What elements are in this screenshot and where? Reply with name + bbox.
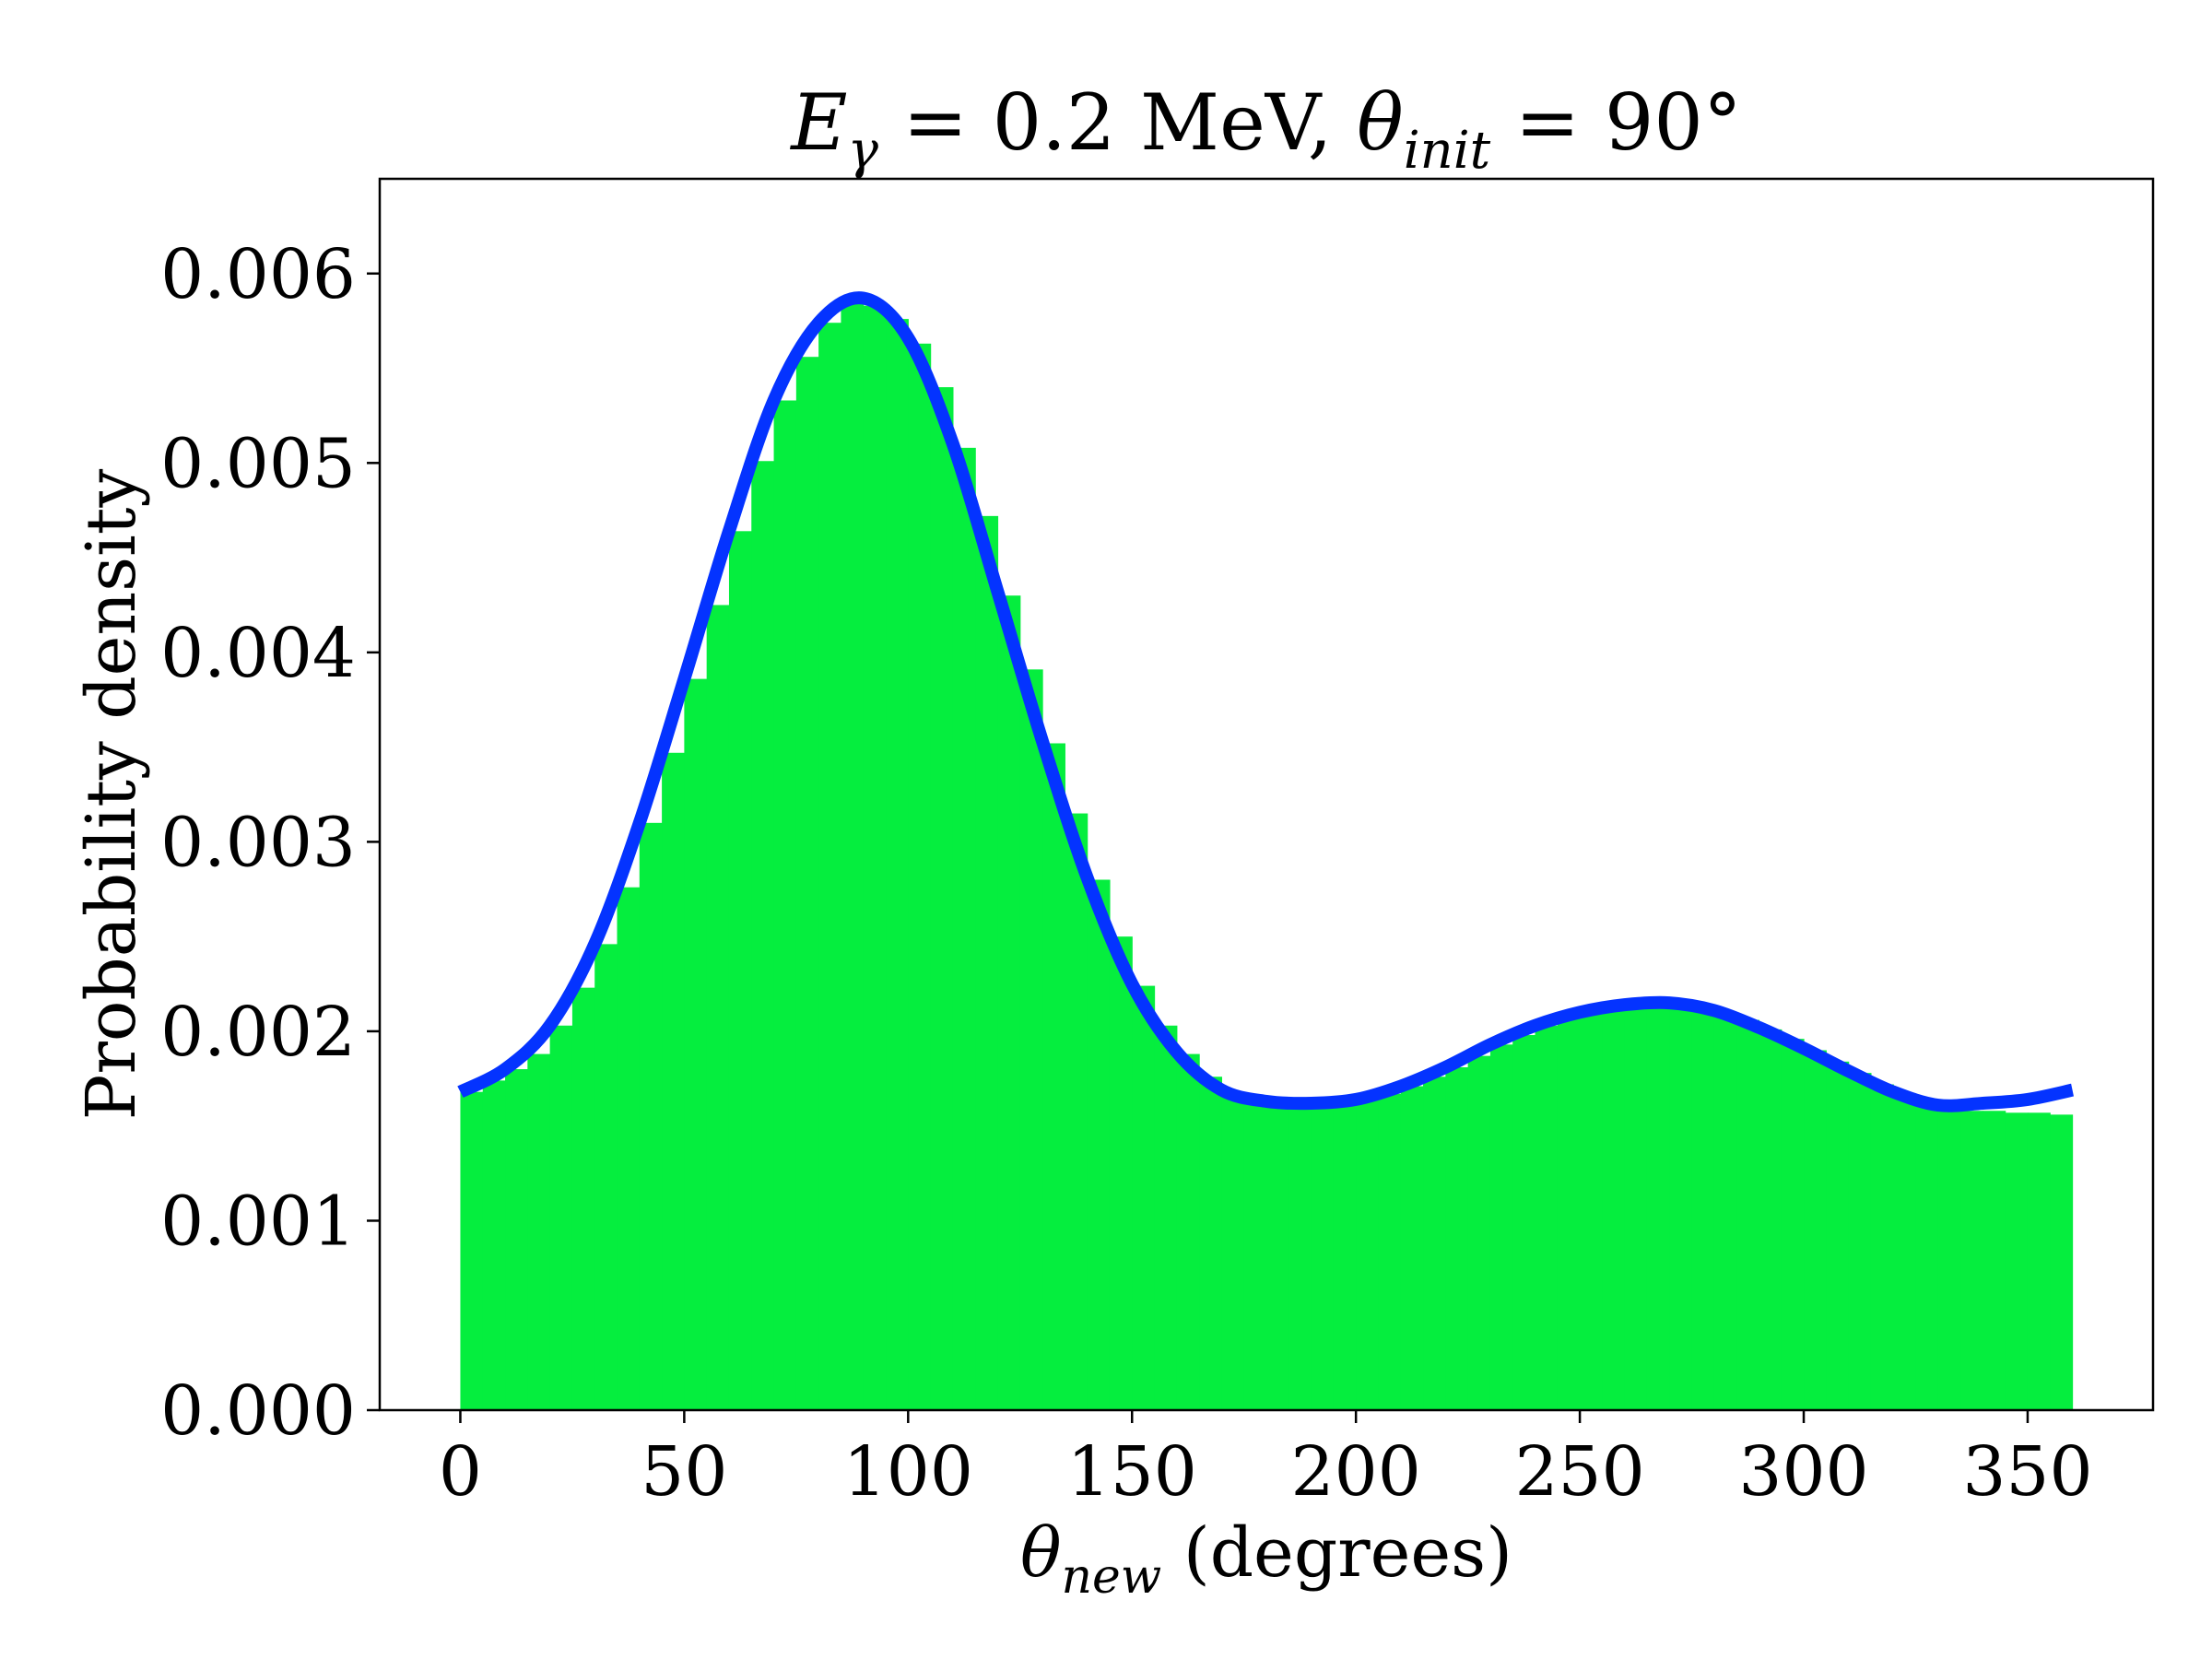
histogram-bar: [1937, 1107, 1961, 1410]
histogram-bar: [1333, 1103, 1357, 1410]
histogram-bar: [1870, 1084, 1894, 1410]
x-axis-ticks: 0 50 100 150 200 250 300 350: [439, 1410, 2093, 1512]
histogram-bar: [795, 357, 819, 1410]
histogram-bar: [1356, 1099, 1380, 1410]
histogram-bar: [594, 944, 618, 1410]
y-tick-label: 0.003: [160, 803, 356, 882]
histogram-bar: [505, 1069, 528, 1410]
histogram-bar: [728, 531, 752, 1410]
histogram-bar: [1759, 1029, 1783, 1410]
histogram-bar: [1154, 1025, 1178, 1410]
histogram-bar: [1535, 1025, 1559, 1410]
histogram-bar: [930, 387, 954, 1411]
histogram-bar: [1199, 1077, 1223, 1410]
histogram-bar: [1243, 1099, 1267, 1410]
histogram-bar: [1893, 1093, 1917, 1410]
histogram-bar: [460, 1091, 484, 1410]
histogram-bar: [1713, 1012, 1737, 1410]
histogram-bar: [1781, 1039, 1805, 1410]
histogram-bar: [1804, 1050, 1827, 1410]
histogram-bar: [818, 323, 842, 1410]
histogram-bar: [662, 752, 685, 1410]
y-axis-label: Probability density: [72, 468, 151, 1120]
histogram-bar: [1042, 743, 1065, 1410]
histogram-bar: [863, 305, 887, 1411]
histogram-bar: [886, 319, 909, 1411]
histogram-bar: [1960, 1111, 1983, 1410]
histogram-bar: [1489, 1044, 1513, 1410]
histogram-bar: [952, 447, 976, 1410]
histogram-bar: [2005, 1112, 2029, 1410]
histogram-bar: [1826, 1061, 1850, 1410]
histogram-bar: [1109, 936, 1133, 1410]
y-tick-label: 0.004: [160, 614, 356, 693]
histogram-bar: [2050, 1114, 2074, 1410]
histogram-bar: [1669, 1005, 1693, 1410]
x-tick-label: 200: [1291, 1432, 1421, 1512]
histogram-bar: [1691, 1006, 1715, 1410]
histogram-bar: [549, 1025, 573, 1410]
histogram-bar: [482, 1080, 506, 1410]
histogram-bar: [1288, 1105, 1312, 1410]
histogram-bar: [1512, 1035, 1536, 1410]
y-tick-label: 0.000: [160, 1371, 356, 1451]
histogram-bar: [1557, 1018, 1581, 1410]
histogram-bar: [1983, 1111, 2006, 1410]
histogram-bar: [1423, 1077, 1446, 1410]
histogram-bar: [1087, 879, 1111, 1410]
y-axis-ticks: 0.000 0.001 0.002 0.003 0.004 0.005 0.006: [160, 235, 380, 1451]
histogram-bar: [1736, 1019, 1760, 1410]
histogram-bar: [706, 605, 730, 1410]
x-tick-label: 0: [439, 1432, 482, 1512]
histogram-bar: [751, 461, 775, 1410]
histogram-bar: [1445, 1066, 1469, 1410]
histogram-bar: [1624, 1005, 1648, 1410]
x-tick-label: 150: [1067, 1432, 1197, 1512]
y-tick-label: 0.002: [160, 993, 356, 1072]
x-tick-label: 350: [1962, 1432, 2092, 1512]
histogram-bar: [617, 887, 641, 1410]
chart-title: Eγ = 0.2 MeV, θinit = 90°: [789, 77, 1742, 181]
x-tick-label: 50: [641, 1432, 727, 1512]
y-tick-label: 0.006: [160, 235, 356, 314]
histogram-bar: [1915, 1100, 1939, 1410]
fit-curve-line: [457, 291, 2075, 1112]
histogram-bar: [1266, 1103, 1289, 1410]
x-axis-label: θnew (degrees): [1020, 1513, 1512, 1605]
histogram-bar: [1311, 1105, 1335, 1410]
histogram-bar: [773, 400, 797, 1411]
histogram-bar: [975, 515, 999, 1410]
histogram-bar: [684, 678, 708, 1410]
histogram-bar: [1132, 985, 1156, 1410]
histogram-bar: [639, 822, 663, 1410]
histogram-bar: [1602, 1008, 1626, 1410]
histogram-bar: [527, 1053, 551, 1410]
histogram-bar: [1467, 1055, 1491, 1410]
histogram-bar: [1176, 1053, 1200, 1410]
histogram-bar: [1378, 1093, 1402, 1410]
x-tick-label: 100: [843, 1432, 973, 1512]
histogram-bar: [1646, 1005, 1670, 1410]
y-tick-label: 0.001: [160, 1182, 356, 1261]
x-tick-label: 300: [1738, 1432, 1868, 1512]
histogram-bar: [1065, 813, 1088, 1410]
histogram-bar: [997, 595, 1021, 1410]
histogram-bar: [2027, 1112, 2051, 1410]
x-tick-label: 250: [1514, 1432, 1644, 1512]
y-tick-label: 0.005: [160, 424, 356, 503]
histogram-bar: [908, 343, 932, 1410]
histogram-bar: [1400, 1086, 1424, 1410]
histogram-bar: [1580, 1012, 1603, 1410]
histogram-bars: [460, 303, 2074, 1411]
histogram-bar: [1019, 669, 1043, 1410]
histogram-bar: [841, 303, 865, 1410]
plot-frame: [378, 177, 2155, 1412]
histogram-bar: [1848, 1073, 1872, 1410]
histogram-bar: [571, 987, 595, 1410]
histogram-bar: [1221, 1091, 1245, 1410]
